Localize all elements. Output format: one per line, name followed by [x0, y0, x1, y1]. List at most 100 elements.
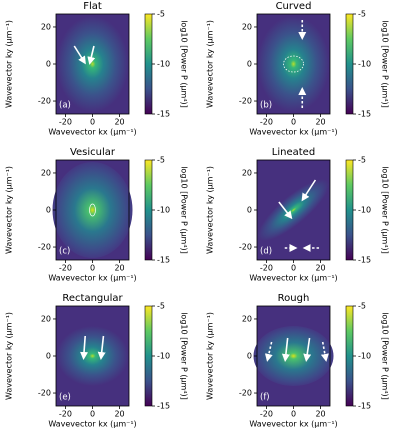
- x-axis-label: Wavevector kx (μm⁻¹): [48, 128, 136, 137]
- x-tick-label: 0: [291, 410, 296, 419]
- y-axis-label: Wavevector ky (μm⁻¹): [5, 312, 14, 400]
- colorbar-label: log10 [Power P (μm⁴)]: [180, 312, 189, 400]
- annotation-arrow: [303, 337, 312, 362]
- x-tick-label: -20: [260, 264, 273, 273]
- y-tick-label: -20: [239, 389, 252, 398]
- colorbar: [144, 159, 153, 261]
- panel-label: (b): [260, 101, 272, 111]
- x-tick-label: 20: [114, 118, 124, 127]
- colorbar-tick-label: -10: [358, 352, 371, 361]
- panel-title: Lineated: [272, 147, 315, 158]
- x-tick-label: 20: [315, 118, 325, 127]
- annotation-arrow: [73, 45, 86, 65]
- colorbar-tick-label: -15: [358, 256, 371, 265]
- colorbar-label: log10 [Power P (μm⁴)]: [381, 20, 390, 108]
- colorbar: [345, 159, 354, 261]
- colorbar: [144, 305, 153, 407]
- heatmap-glow: [52, 162, 133, 258]
- panel-label: (d): [260, 247, 272, 257]
- panel-title: Rectangular: [62, 293, 123, 304]
- y-tick-label: -20: [38, 97, 51, 106]
- colorbar-tick-label: -15: [157, 110, 170, 119]
- y-tick-label: -20: [239, 97, 252, 106]
- x-tick-label: 0: [90, 118, 95, 127]
- y-tick-label: 20: [41, 168, 51, 177]
- panel-title: Rough: [278, 293, 310, 304]
- panel-title: Curved: [276, 1, 312, 12]
- y-tick-label: 0: [46, 352, 51, 361]
- heatmap-glow: [56, 16, 129, 112]
- x-tick-label: 0: [90, 264, 95, 273]
- y-tick-label: -20: [38, 243, 51, 252]
- y-axis-label: Wavevector ky (μm⁻¹): [206, 312, 215, 400]
- x-axis-label: Wavevector kx (μm⁻¹): [48, 420, 136, 429]
- annotation-arrow: [80, 335, 89, 360]
- colorbar-tick-label: -10: [157, 60, 170, 69]
- x-tick-label: 0: [90, 410, 95, 419]
- y-tick-label: 20: [242, 314, 252, 323]
- x-tick-label: -20: [59, 264, 72, 273]
- colorbar-tick-label: -10: [157, 206, 170, 215]
- heatmap-glow: [253, 326, 334, 386]
- x-tick-label: 0: [291, 264, 296, 273]
- x-tick-label: 20: [114, 264, 124, 273]
- y-tick-label: 20: [242, 22, 252, 31]
- annotation-ellipse: [283, 55, 304, 73]
- y-axis-label: Wavevector ky (μm⁻¹): [5, 20, 14, 108]
- x-tick-label: 20: [315, 264, 325, 273]
- x-tick-label: -20: [260, 118, 273, 127]
- x-axis-label: Wavevector kx (μm⁻¹): [249, 420, 337, 429]
- colorbar-label: log10 [Power P (μm⁴)]: [381, 166, 390, 254]
- colorbar-tick-label: -15: [157, 402, 170, 411]
- colorbar-label: log10 [Power P (μm⁴)]: [381, 312, 390, 400]
- x-axis-label: Wavevector kx (μm⁻¹): [249, 128, 337, 137]
- heatmap-glow: [56, 326, 129, 386]
- colorbar-tick-label: -15: [358, 402, 371, 411]
- colorbar-tick-label: -5: [157, 302, 165, 311]
- panel-label: (a): [59, 101, 71, 111]
- x-tick-label: -20: [59, 118, 72, 127]
- y-axis-label: Wavevector ky (μm⁻¹): [206, 20, 215, 108]
- x-tick-label: 20: [315, 410, 325, 419]
- colorbar: [144, 13, 153, 115]
- x-tick-label: -20: [260, 410, 273, 419]
- y-tick-label: 0: [247, 352, 252, 361]
- annotation-arrow: [97, 335, 106, 360]
- colorbar: [345, 305, 354, 407]
- x-tick-label: -20: [59, 410, 72, 419]
- y-axis-label: Wavevector ky (μm⁻¹): [5, 166, 14, 254]
- panel-label: (c): [59, 247, 70, 257]
- heatmap-glow: [257, 16, 330, 112]
- panel-label: (f): [260, 393, 270, 403]
- colorbar-tick-label: -10: [157, 352, 170, 361]
- colorbar-tick-label: -5: [157, 156, 165, 165]
- panel-title: Flat: [83, 1, 102, 12]
- y-tick-label: 20: [41, 22, 51, 31]
- panel-label: (e): [59, 393, 71, 403]
- colorbar-tick-label: -15: [157, 256, 170, 265]
- annotation-arrow: [301, 179, 317, 202]
- colorbar-tick-label: -10: [358, 60, 371, 69]
- y-tick-label: 20: [41, 314, 51, 323]
- y-axis-label: Wavevector ky (μm⁻¹): [206, 166, 215, 254]
- annotation-arrow: [281, 337, 290, 362]
- annotation-arrow: [264, 341, 273, 362]
- annotation-arrow: [320, 341, 329, 362]
- y-tick-label: 0: [247, 206, 252, 215]
- x-axis-label: Wavevector kx (μm⁻¹): [48, 274, 136, 283]
- colorbar-tick-label: -15: [358, 110, 371, 119]
- colorbar-tick-label: -5: [358, 10, 366, 19]
- colorbar-tick-label: -5: [358, 156, 366, 165]
- colorbar-label: log10 [Power P (μm⁴)]: [180, 166, 189, 254]
- x-tick-label: 0: [291, 118, 296, 127]
- colorbar-tick-label: -5: [157, 10, 165, 19]
- annotation-arrow: [278, 201, 293, 220]
- annotation-arrow: [87, 45, 96, 65]
